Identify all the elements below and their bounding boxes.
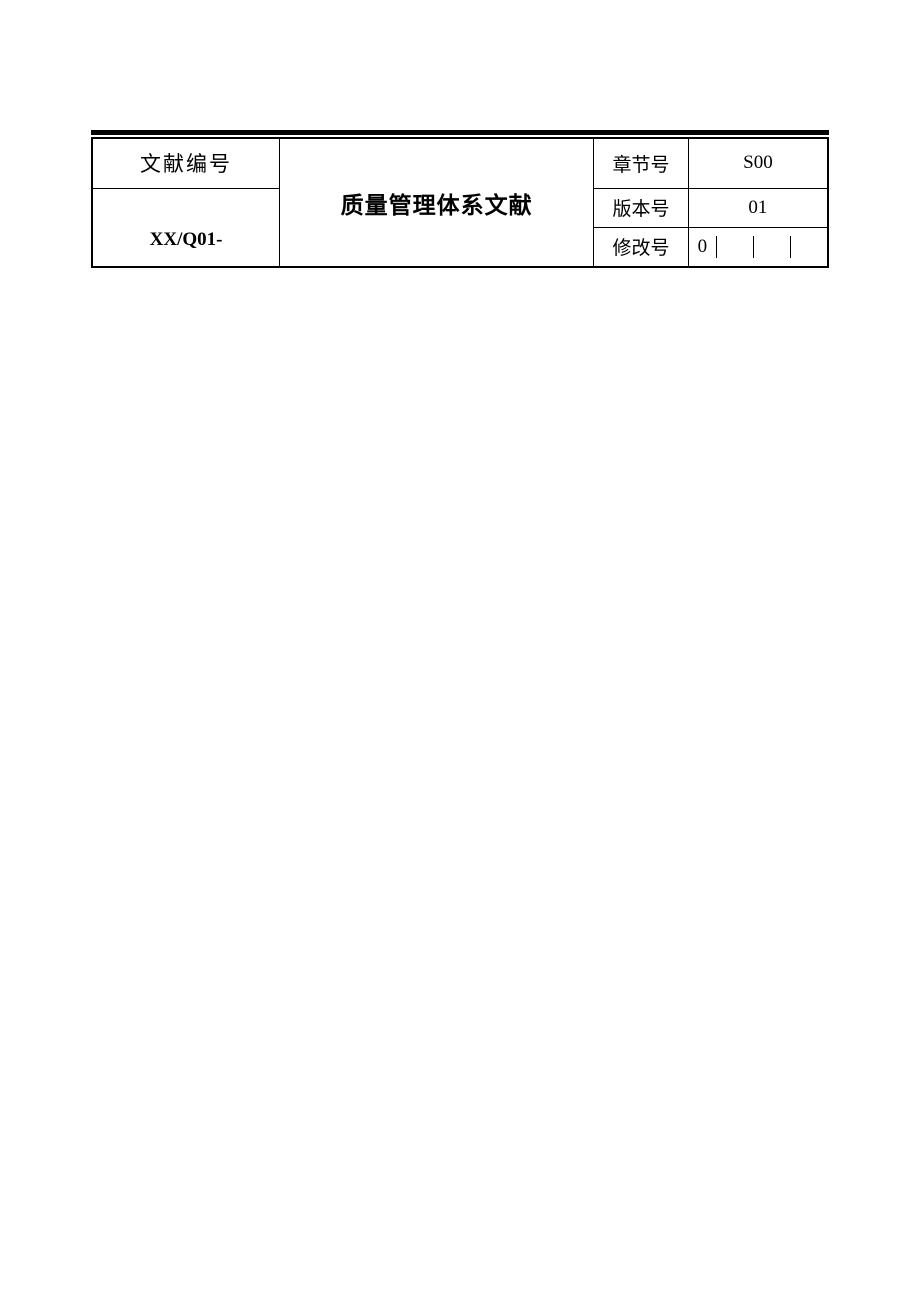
- document-container: 文献编号 质量管理体系文献 章节号 S00 XX/Q01- 版本号 01 修改号…: [91, 130, 829, 268]
- revision-inner: 0: [689, 236, 827, 258]
- version-value: 01: [688, 188, 828, 227]
- top-rule: [91, 130, 829, 135]
- doc-code: XX/Q01-: [92, 188, 280, 267]
- version-label: 版本号: [594, 188, 689, 227]
- revision-value-cell: 0: [688, 227, 828, 267]
- header-table: 文献编号 质量管理体系文献 章节号 S00 XX/Q01- 版本号 01 修改号…: [91, 137, 829, 268]
- revision-blank: [754, 236, 791, 258]
- revision-value: 0: [689, 236, 717, 258]
- revision-blank: [717, 236, 754, 258]
- chapter-label: 章节号: [594, 138, 689, 188]
- doc-number-label: 文献编号: [92, 138, 280, 188]
- chapter-value: S00: [688, 138, 828, 188]
- document-title: 质量管理体系文献: [280, 138, 594, 267]
- table-row: 文献编号 质量管理体系文献 章节号 S00: [92, 138, 828, 188]
- revision-blank: [791, 236, 827, 258]
- revision-label: 修改号: [594, 227, 689, 267]
